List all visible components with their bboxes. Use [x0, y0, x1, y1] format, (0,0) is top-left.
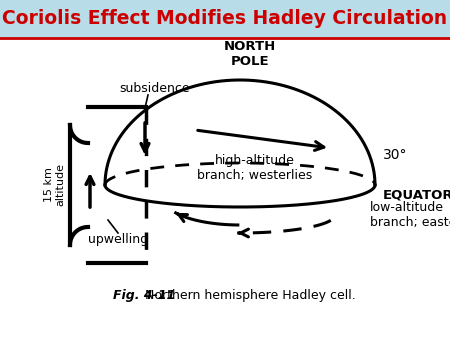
Text: Northern hemisphere Hadley cell.: Northern hemisphere Hadley cell. — [113, 289, 356, 301]
Text: Fig. 4-11: Fig. 4-11 — [113, 289, 176, 301]
Text: EQUATOR: EQUATOR — [383, 189, 450, 201]
Text: low-altitude
branch; easterlies: low-altitude branch; easterlies — [370, 201, 450, 229]
Text: NORTH
POLE: NORTH POLE — [224, 40, 276, 68]
Text: 30°: 30° — [383, 148, 408, 162]
Text: upwelling: upwelling — [88, 234, 148, 246]
Text: high-altitude
branch; westerlies: high-altitude branch; westerlies — [198, 154, 313, 182]
FancyBboxPatch shape — [0, 0, 450, 38]
Text: 15 km
altitude: 15 km altitude — [44, 164, 66, 207]
Text: Coriolis Effect Modifies Hadley Circulation: Coriolis Effect Modifies Hadley Circulat… — [2, 9, 448, 28]
Text: subsidence: subsidence — [120, 81, 190, 95]
